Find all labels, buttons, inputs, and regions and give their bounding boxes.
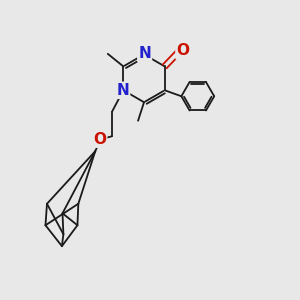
Text: N: N <box>116 83 129 98</box>
Text: O: O <box>93 132 106 147</box>
Text: N: N <box>138 46 151 61</box>
Text: O: O <box>176 44 189 59</box>
